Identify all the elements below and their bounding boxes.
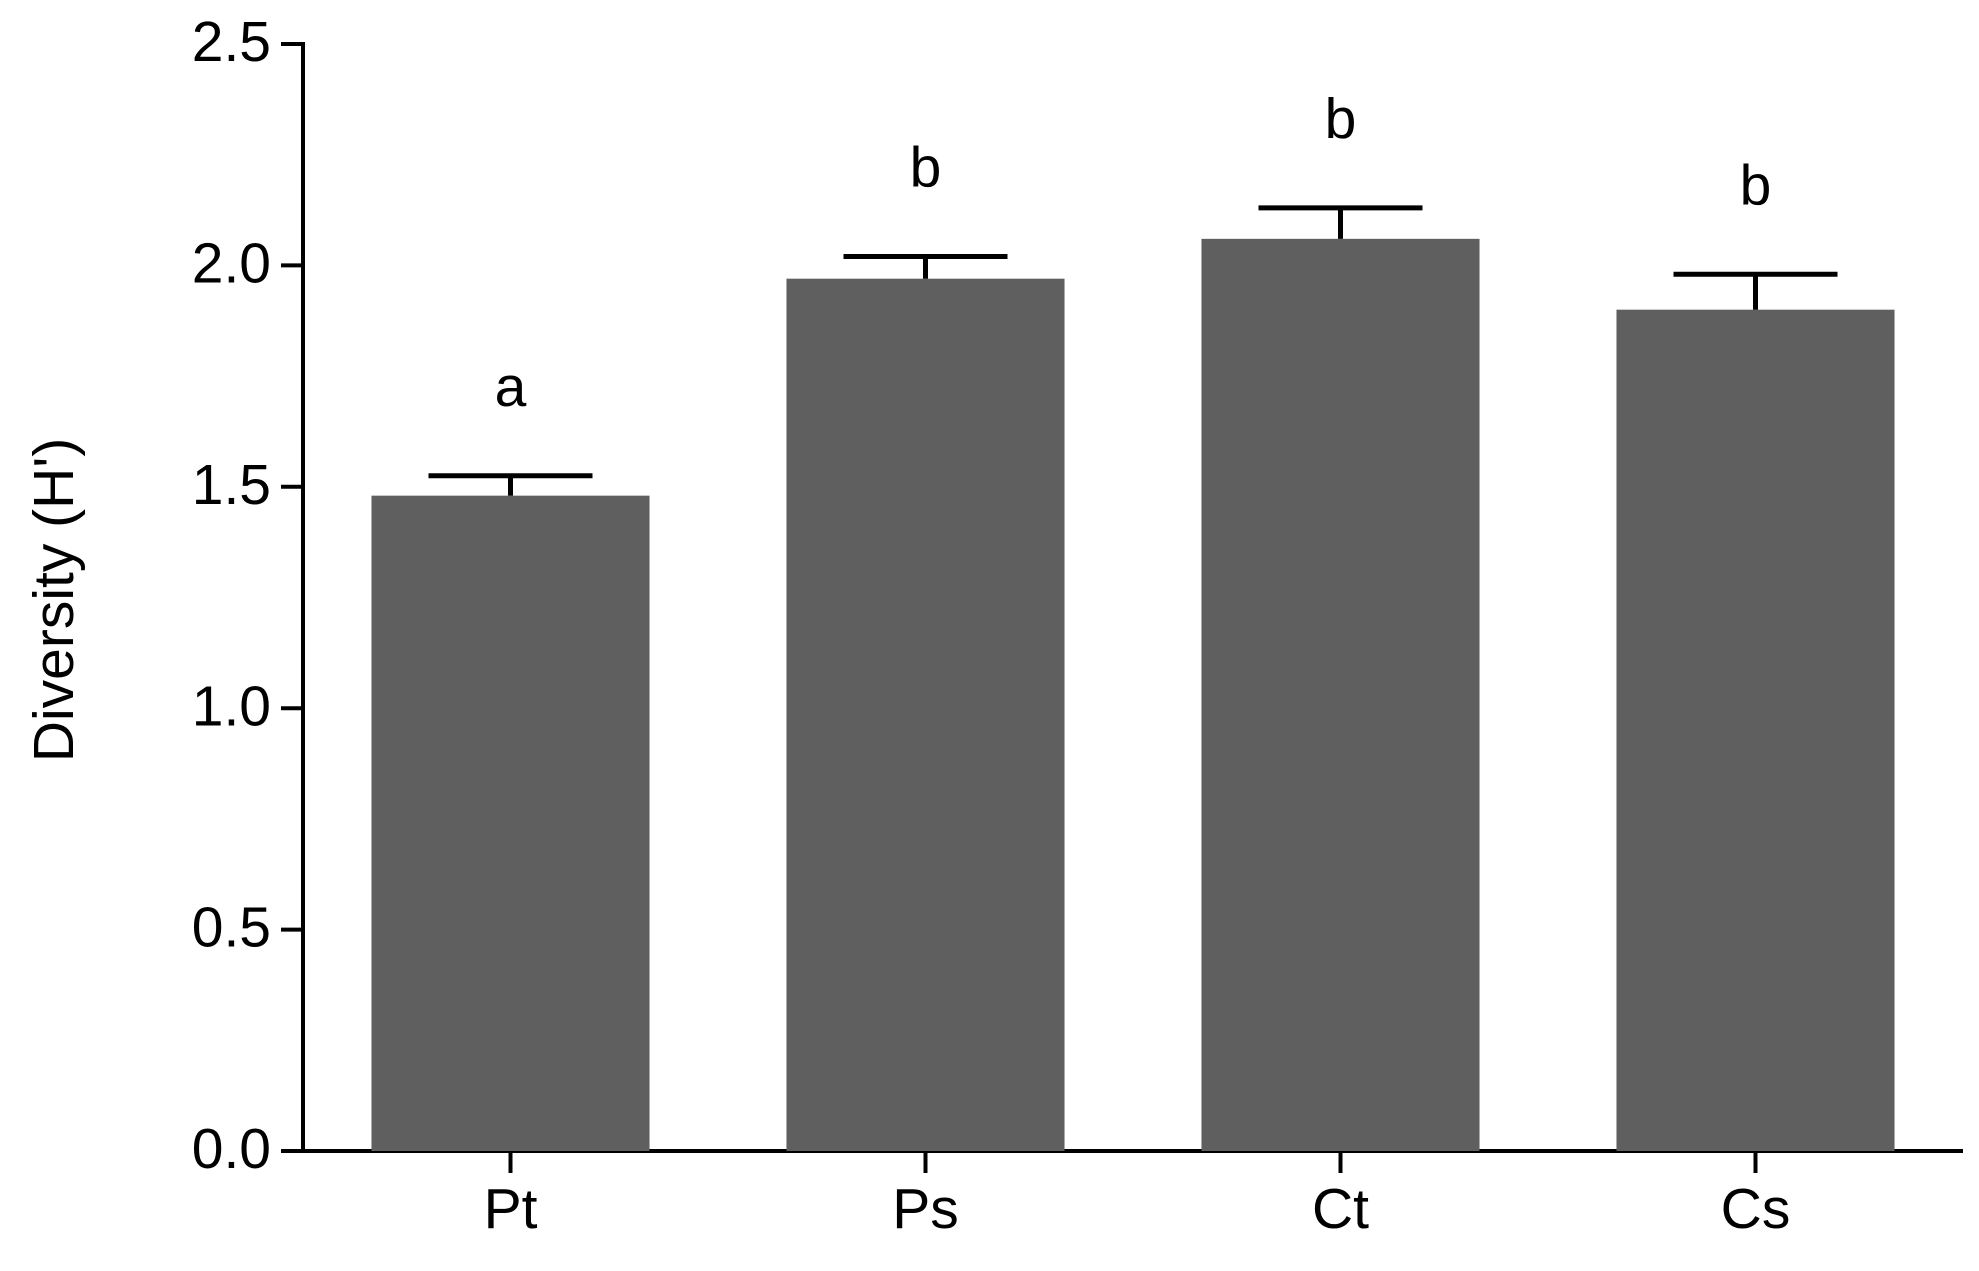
error-bar: [843, 254, 1008, 279]
x-tick-label: Pt: [484, 1177, 538, 1241]
error-bar: [428, 473, 593, 496]
y-tick-label: 1.0: [192, 674, 271, 738]
error-bar: [1673, 271, 1838, 310]
y-tick-label: 1.5: [192, 453, 271, 517]
y-axis-label: Diversity (H'): [22, 438, 86, 762]
x-tick-label: Cs: [1721, 1177, 1791, 1241]
significance-label: b: [910, 136, 942, 200]
x-tick-label: Ps: [892, 1177, 959, 1241]
y-tick-label: 2.0: [192, 231, 271, 295]
bar: [786, 278, 1065, 1152]
x-tick-label: Ct: [1312, 1177, 1369, 1241]
bar: [1201, 238, 1480, 1151]
bar: [1616, 309, 1895, 1151]
bar: [371, 495, 650, 1151]
significance-label: b: [1740, 153, 1772, 217]
y-tick-label: 0.0: [192, 1117, 271, 1181]
significance-label: a: [495, 355, 527, 419]
y-tick-label: 0.5: [192, 896, 271, 960]
significance-label: b: [1325, 87, 1357, 151]
y-tick-label: 2.5: [192, 10, 271, 74]
error-bar: [1258, 205, 1423, 239]
